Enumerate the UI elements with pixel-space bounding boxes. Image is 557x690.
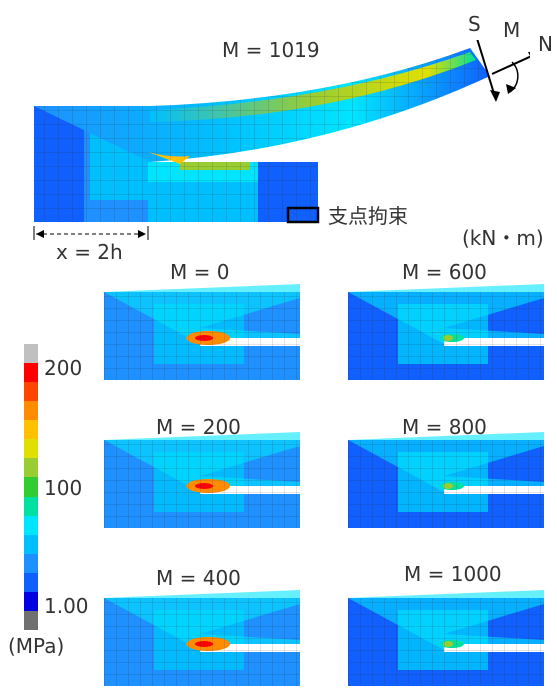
colorbar-segment bbox=[24, 477, 38, 498]
support-label: 支点拘束 bbox=[328, 204, 408, 228]
colorbar-segment bbox=[24, 591, 38, 612]
n-arrow bbox=[491, 55, 530, 75]
colorbar-segment bbox=[24, 553, 38, 574]
panel-label-3: M = 800 bbox=[402, 415, 487, 439]
panel-label-1: M = 600 bbox=[402, 260, 487, 284]
main-contour-plot bbox=[33, 40, 530, 240]
s-arrow bbox=[476, 40, 497, 101]
colorbar-tick-200: 200 bbox=[44, 356, 83, 380]
panel-contour-5 bbox=[348, 590, 544, 686]
units-label: (kN・m) bbox=[462, 226, 544, 250]
colorbar-segment bbox=[24, 534, 38, 555]
colorbar-segment bbox=[24, 420, 38, 440]
colorbar-segment bbox=[24, 458, 38, 478]
colorbar-segment bbox=[24, 572, 38, 593]
panel-contour-2 bbox=[104, 432, 300, 528]
panel-label-2: M = 200 bbox=[156, 415, 241, 439]
support-constraint-box bbox=[286, 206, 320, 224]
colorbar-segment bbox=[24, 610, 38, 631]
dimension-label: x = 2h bbox=[56, 240, 123, 264]
colorbar-segment bbox=[24, 363, 38, 383]
panel-label-5: M = 1000 bbox=[404, 562, 502, 586]
colorbar-unit: (MPa) bbox=[8, 634, 65, 658]
panel-label-0: M = 0 bbox=[170, 260, 230, 284]
colorbar-tick-100: 100 bbox=[44, 476, 83, 500]
axis-s-label: S bbox=[468, 12, 481, 36]
panel-contour-4 bbox=[104, 590, 300, 686]
colorbar-tick-1: 1.00 bbox=[44, 594, 89, 618]
main-title: M = 1019 bbox=[222, 38, 320, 62]
axis-m-label: M bbox=[503, 18, 521, 42]
panel-contour-0 bbox=[104, 284, 300, 380]
axis-n-label: N bbox=[538, 32, 553, 56]
colorbar-segment bbox=[24, 401, 38, 421]
colorbar-segment bbox=[24, 439, 38, 459]
colorbar-segment bbox=[24, 496, 38, 517]
colorbar-segment bbox=[24, 382, 38, 402]
colorbar-segment bbox=[24, 515, 38, 536]
panel-label-4: M = 400 bbox=[156, 566, 241, 590]
panel-contour-3 bbox=[348, 432, 544, 528]
panel-contour-1 bbox=[348, 284, 544, 380]
colorbar-segment bbox=[24, 344, 38, 364]
colorbar bbox=[24, 344, 38, 631]
